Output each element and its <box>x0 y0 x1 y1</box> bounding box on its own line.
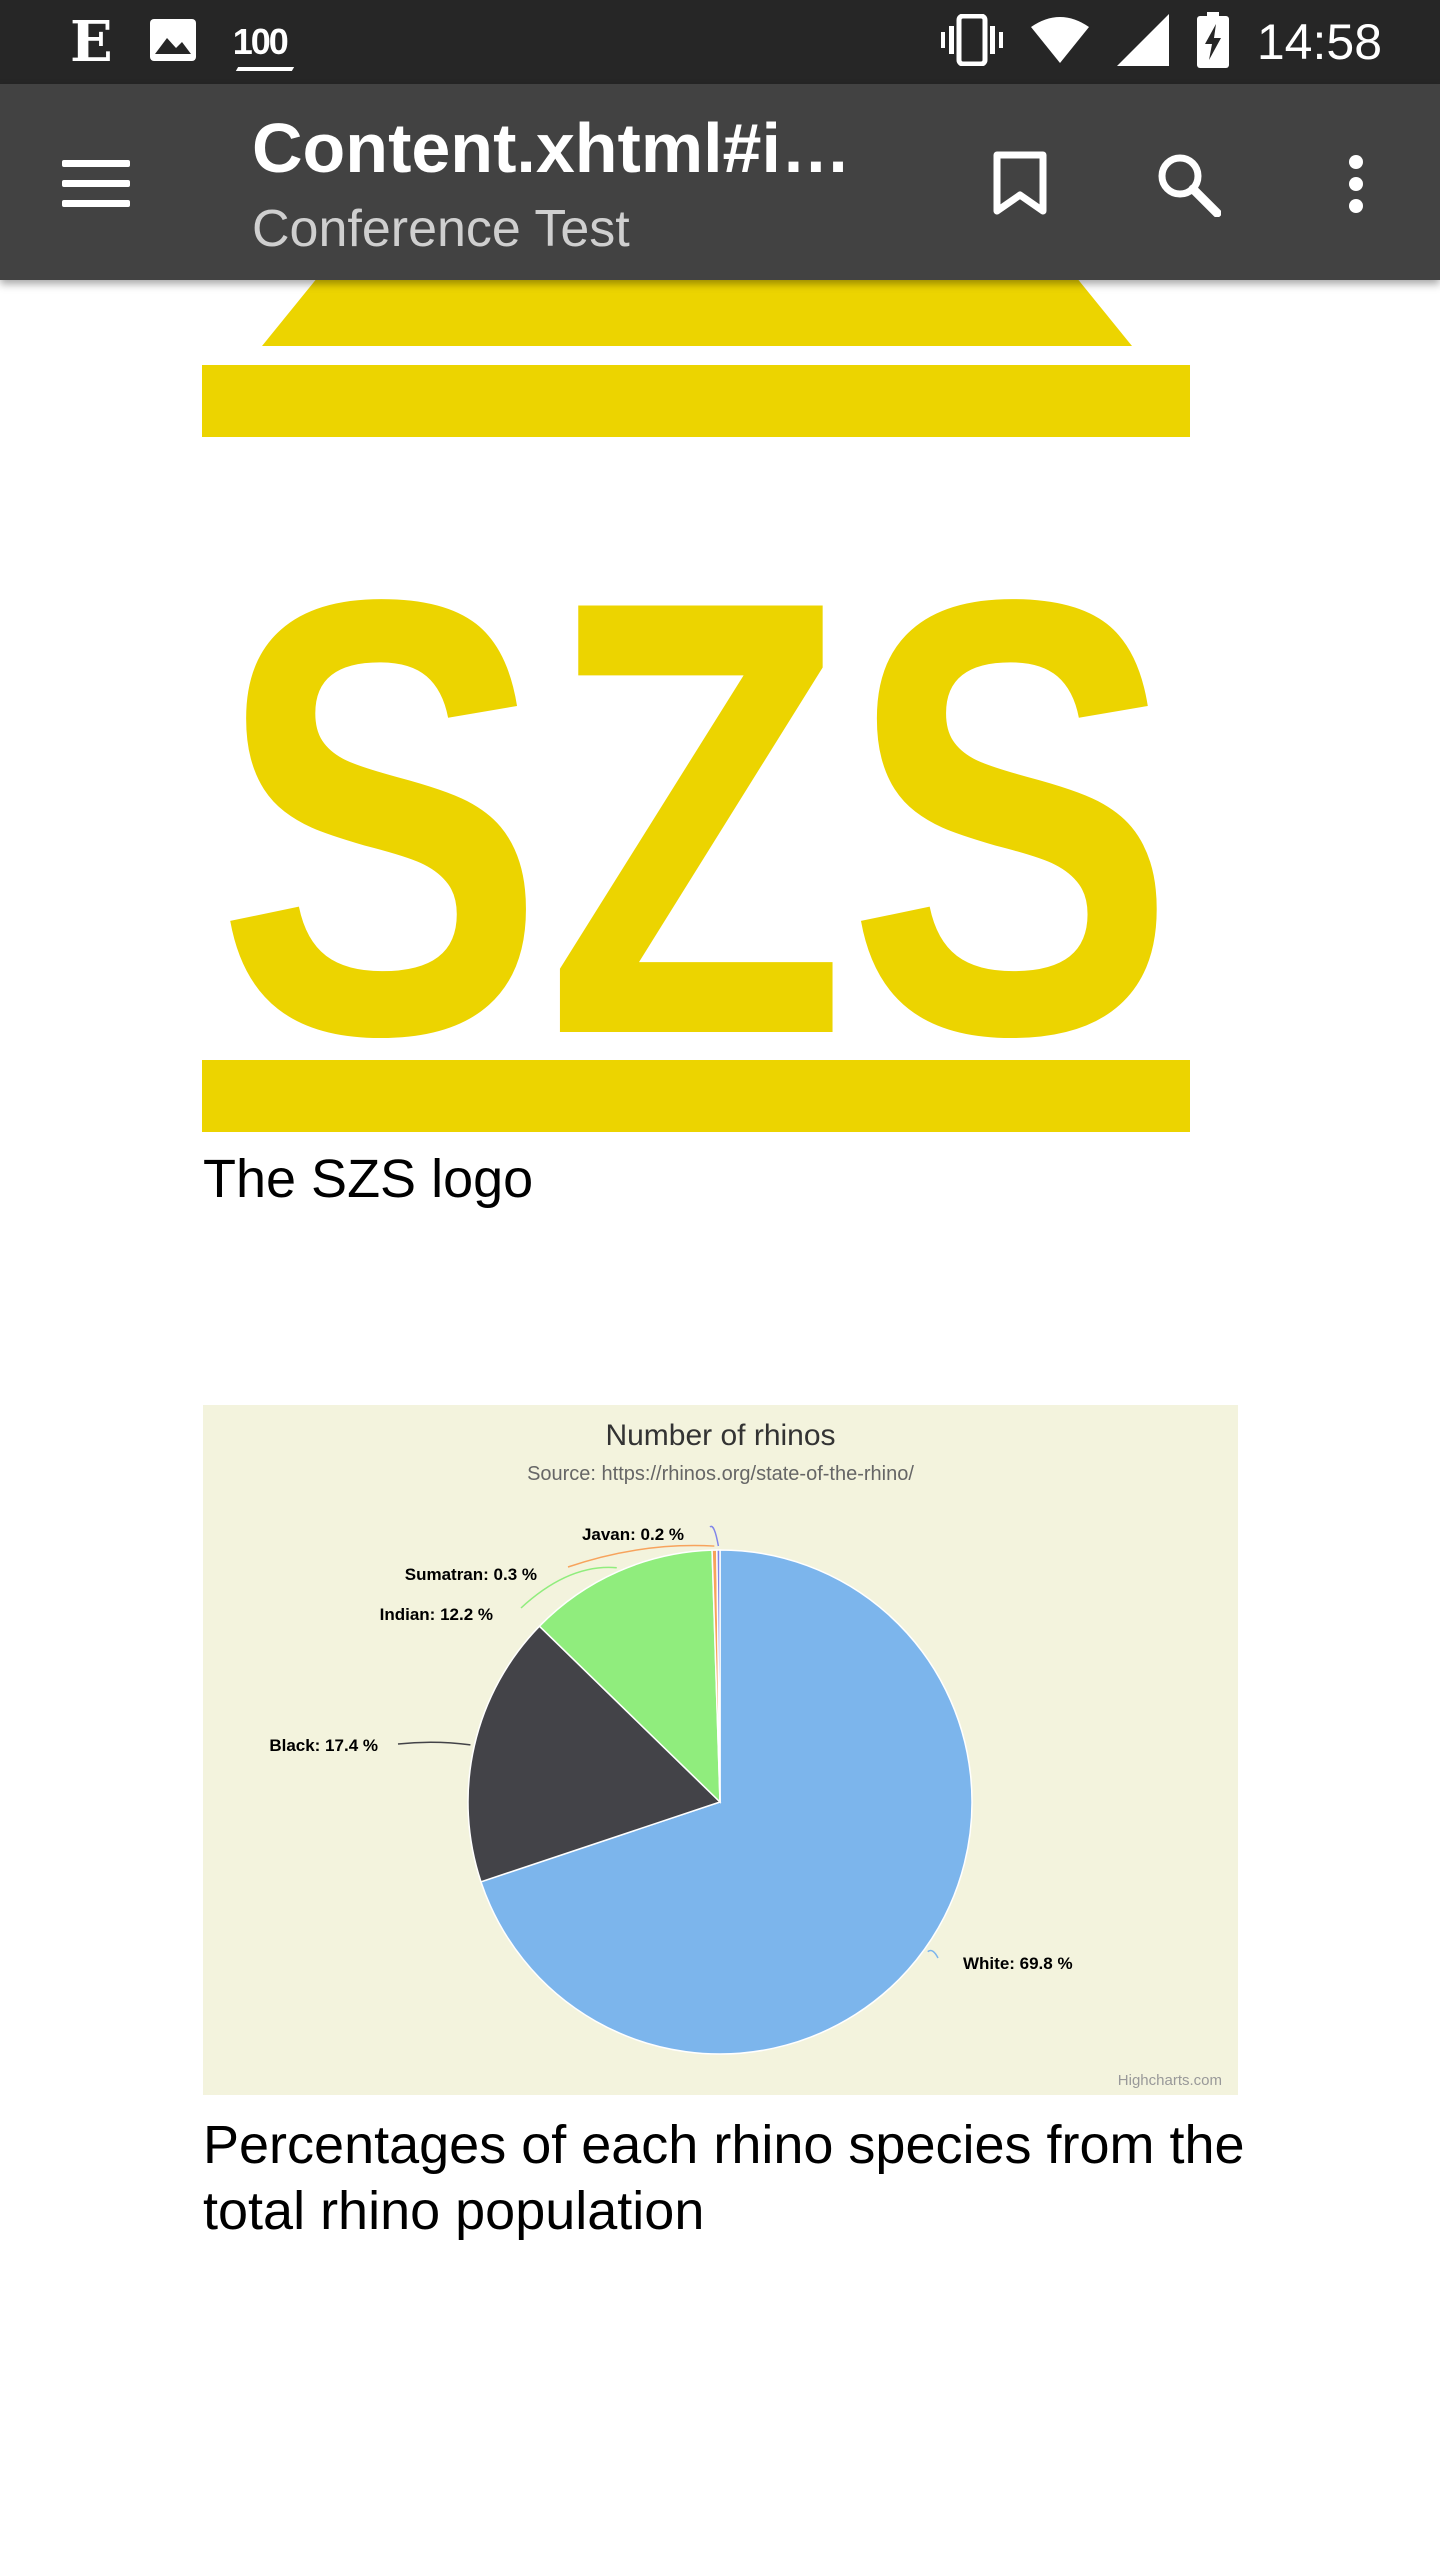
figure-caption-logo: The SZS logo <box>203 1149 534 1209</box>
clock: 14:58 <box>1256 14 1382 70</box>
pie-label-black: Black: 17.4 % <box>269 1736 378 1755</box>
search-icon[interactable] <box>1140 136 1236 232</box>
pie-slice-white[interactable] <box>480 1549 973 2055</box>
document-subtitle: Conference Test <box>252 200 630 258</box>
szs-logo-text: SZS <box>216 472 1176 1132</box>
szs-logo: SZS <box>202 272 1190 1164</box>
image-icon <box>149 18 197 67</box>
menu-icon[interactable] <box>62 156 132 212</box>
more-vert-icon[interactable] <box>1308 136 1404 232</box>
document-title: Content.xhtml#imp… <box>252 109 912 187</box>
status-right-icons: 14:58 <box>940 0 1382 84</box>
figure-caption-chart: Percentages of each rhino species from t… <box>203 2115 1245 2241</box>
status-bar: E 100 14:58 <box>0 0 1440 84</box>
pie-connector-black <box>397 1741 471 1746</box>
pie-connector-javan <box>709 1525 720 1547</box>
badge-100-icon: 100 <box>232 21 289 62</box>
app-toolbar: Content.xhtml#imp… Conference Test <box>0 84 1440 280</box>
chart-subtitle: Source: https://rhinos.org/state-of-the-… <box>527 1463 914 1485</box>
pie-label-indian: Indian: 12.2 % <box>380 1605 493 1624</box>
cell-signal-icon <box>1116 13 1169 71</box>
pie-connector-white <box>927 1949 939 1959</box>
vibrate-icon <box>940 13 1003 71</box>
chart-credits: Highcharts.com <box>1117 2072 1222 2089</box>
status-left-icons: E 100 <box>70 0 289 84</box>
pie-slice-javan[interactable] <box>716 1549 721 1803</box>
pie-slice-black[interactable] <box>467 1625 722 1883</box>
pie-label-sumatran: Sumatran: 0.3 % <box>405 1565 537 1584</box>
pie-connector-sumatran <box>567 1544 715 1568</box>
battery-charging-icon <box>1196 11 1229 73</box>
wifi-icon <box>1030 16 1089 68</box>
e-app-icon: E <box>70 9 113 75</box>
bookmark-icon[interactable] <box>972 136 1068 232</box>
pie-label-javan: Javan: 0.2 % <box>582 1525 684 1544</box>
pie-label-white: White: 69.8 % <box>963 1954 1073 1973</box>
rhino-pie-chart: Number of rhinos Source: https://rhinos.… <box>203 1405 1238 2095</box>
chart-title: Number of rhinos <box>605 1419 836 1452</box>
pie-slice-indian[interactable] <box>538 1549 721 1804</box>
pie-plot: White: 69.8 % Black: 17.4 % Indian: 12.2 %… <box>269 1525 1073 2055</box>
pie-connector-indian <box>520 1566 617 1609</box>
